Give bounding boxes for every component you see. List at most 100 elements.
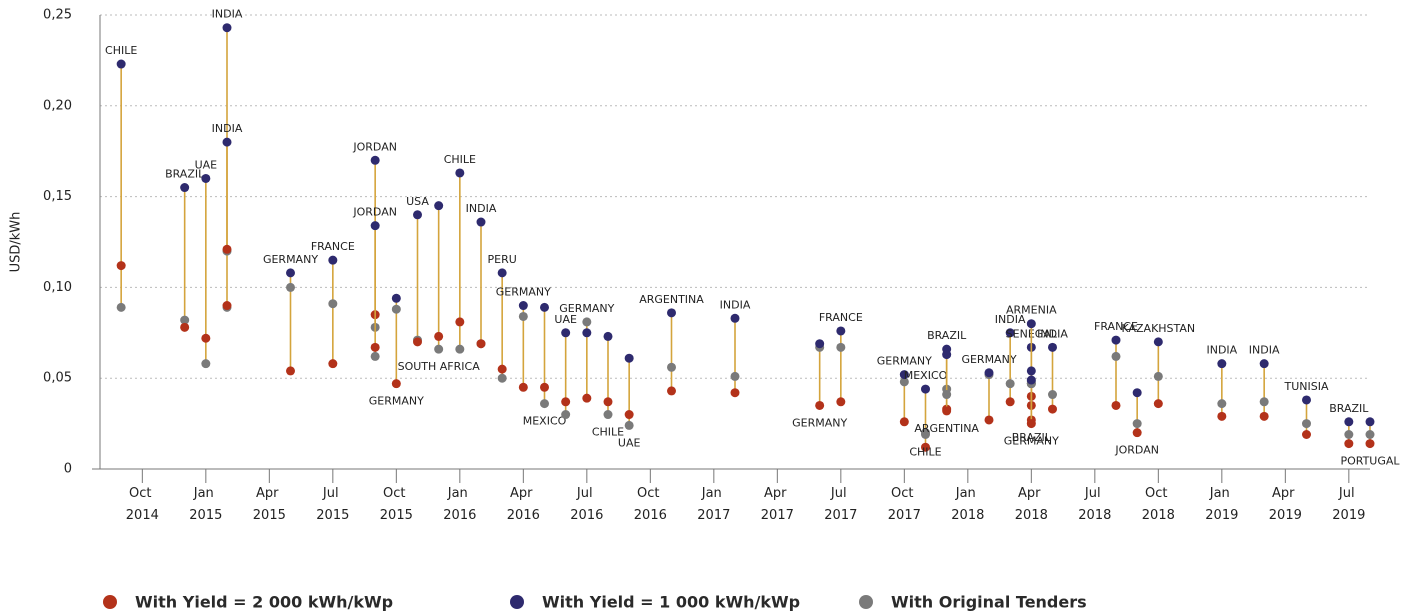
x-tick-label: Jul 2018 xyxy=(1078,486,1111,523)
y-tick-label: 0 xyxy=(64,462,72,477)
point xyxy=(1344,439,1354,449)
point xyxy=(1153,337,1163,347)
point-label: KAZAKHSTAN xyxy=(1121,322,1195,335)
point xyxy=(984,415,994,425)
point-label: GERMANY xyxy=(369,395,424,408)
x-tick-label: Oct 2014 xyxy=(126,486,159,523)
point xyxy=(1111,335,1121,345)
point xyxy=(899,377,909,387)
point xyxy=(391,379,401,389)
legend-label: With Original Tenders xyxy=(891,593,1087,612)
x-tick-label: Jan 2015 xyxy=(189,486,222,523)
point-label: ARGENTINA xyxy=(639,293,704,306)
point xyxy=(899,417,909,427)
point xyxy=(624,353,634,363)
point xyxy=(286,366,295,376)
legend-marker xyxy=(859,595,873,609)
point xyxy=(561,328,571,338)
x-tick-label: Jul 2017 xyxy=(824,486,857,523)
point xyxy=(1217,359,1227,369)
point-label: INDIA xyxy=(466,202,497,215)
point xyxy=(1048,342,1057,352)
point-label: INDIA xyxy=(212,8,243,21)
point xyxy=(1132,419,1142,429)
point xyxy=(497,268,507,278)
point xyxy=(201,359,211,369)
point xyxy=(1005,397,1015,407)
point xyxy=(1259,359,1269,369)
point xyxy=(1302,419,1311,429)
point xyxy=(899,370,909,380)
point xyxy=(391,304,401,314)
point xyxy=(180,322,190,332)
point xyxy=(1153,371,1163,381)
point-label: JORDAN xyxy=(1114,444,1159,457)
point-label: USA xyxy=(406,195,429,208)
point xyxy=(116,302,126,312)
point xyxy=(836,326,846,336)
point-label: GERMANY xyxy=(792,416,847,429)
point-label: INDIA xyxy=(212,122,243,135)
point xyxy=(434,344,444,354)
point xyxy=(1302,429,1311,439)
point xyxy=(1026,375,1036,385)
point xyxy=(561,410,571,420)
point xyxy=(286,268,295,278)
point xyxy=(921,384,930,394)
point-label: CHILE xyxy=(105,44,137,57)
point xyxy=(1365,417,1375,427)
legend-marker xyxy=(510,595,524,609)
point-label: SOUTH AFRICA xyxy=(398,360,481,373)
point xyxy=(370,351,380,361)
point-label: UAE xyxy=(195,158,218,171)
point xyxy=(1344,429,1354,439)
point xyxy=(222,23,232,33)
point-label: CHILE xyxy=(909,445,941,458)
legend-label: With Yield = 2 000 kWh/kWp xyxy=(135,593,393,612)
point xyxy=(624,410,634,420)
point xyxy=(1132,388,1142,398)
point xyxy=(1344,417,1354,427)
x-tick-label: Jan 2016 xyxy=(443,486,476,523)
x-tick-label: Jan 2019 xyxy=(1205,486,1238,523)
point-label: BRAZIL xyxy=(165,168,205,181)
x-tick-label: Apr 2019 xyxy=(1269,486,1302,523)
x-tick-label: Jan 2018 xyxy=(951,486,984,523)
point xyxy=(582,317,592,327)
point-label: CHILE xyxy=(444,153,476,166)
point-label: JORDAN xyxy=(352,206,397,219)
point xyxy=(1048,390,1057,400)
x-tick-label: Apr 2016 xyxy=(507,486,540,523)
x-tick-label: Oct 2015 xyxy=(380,486,413,523)
point xyxy=(222,137,232,147)
point xyxy=(222,301,232,311)
point-label: CHILE xyxy=(592,426,624,439)
point xyxy=(815,400,825,410)
x-tick-label: Oct 2016 xyxy=(634,486,667,523)
point-label: MEXICO xyxy=(904,369,948,382)
point xyxy=(1153,399,1163,409)
x-tick-label: Oct 2017 xyxy=(888,486,921,523)
legend-label: With Yield = 1 000 kWh/kWp xyxy=(542,593,800,612)
point xyxy=(1048,404,1057,414)
point xyxy=(1026,319,1036,329)
point xyxy=(815,339,825,349)
point-label: INDIA xyxy=(1249,344,1280,357)
point xyxy=(116,261,126,271)
point xyxy=(921,442,930,452)
point xyxy=(942,390,952,400)
x-tick-label: Jul 2019 xyxy=(1332,486,1365,523)
point xyxy=(328,359,338,369)
point-label: GERMANY xyxy=(961,353,1016,366)
point-label: INDIA xyxy=(1037,327,1068,340)
x-tick-label: Jan 2017 xyxy=(697,486,730,523)
point xyxy=(518,382,528,392)
point xyxy=(836,342,846,352)
point xyxy=(540,382,549,392)
point-label: JORDAN xyxy=(352,140,397,153)
point xyxy=(455,317,465,327)
point xyxy=(497,364,507,374)
point xyxy=(180,315,190,325)
point-label: FRANCE xyxy=(1094,320,1138,333)
